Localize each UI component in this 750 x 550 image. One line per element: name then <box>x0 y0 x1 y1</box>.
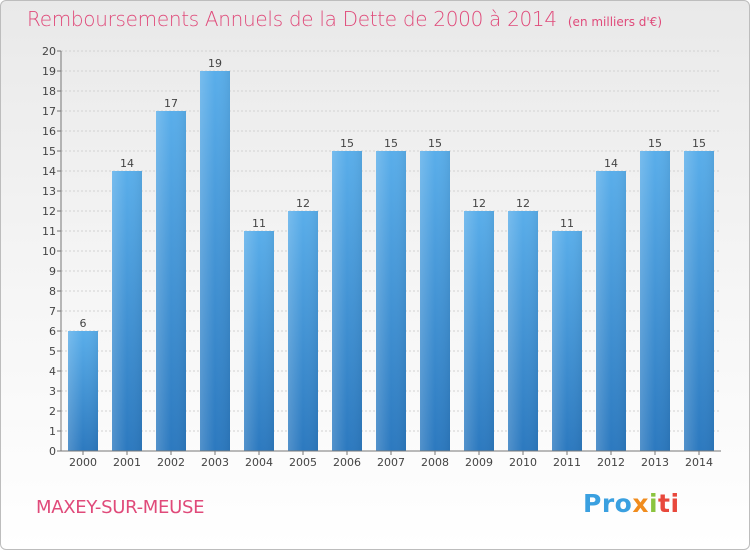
bar-gloss <box>464 211 494 451</box>
bar-gloss <box>596 171 626 451</box>
data-label: 12 <box>516 197 530 210</box>
x-tick-label: 2004 <box>245 456 273 469</box>
chart-unit-note: (en milliers d'€) <box>567 15 662 29</box>
y-tick-label: 8 <box>49 285 56 298</box>
x-tick-label: 2001 <box>113 456 141 469</box>
logo-part-4: ti <box>658 489 680 518</box>
commune-name: MAXEY-SUR-MEUSE <box>36 497 205 518</box>
data-label: 15 <box>692 137 706 150</box>
y-tick-label: 4 <box>49 365 56 378</box>
bar-gloss <box>508 211 538 451</box>
y-tick-label: 11 <box>42 225 56 238</box>
bar-gloss <box>68 331 98 451</box>
data-label: 14 <box>120 157 134 170</box>
y-tick-label: 2 <box>49 405 56 418</box>
x-tick-label: 2009 <box>465 456 493 469</box>
y-tick-label: 16 <box>42 125 56 138</box>
x-tick-label: 2005 <box>289 456 317 469</box>
x-tick-label: 2007 <box>377 456 405 469</box>
proxiti-logo[interactable]: Proxiti <box>583 489 680 518</box>
data-label: 14 <box>604 157 618 170</box>
y-tick-label: 20 <box>42 45 56 58</box>
y-tick-label: 17 <box>42 105 56 118</box>
x-tick-label: 2011 <box>553 456 581 469</box>
bar-gloss <box>200 71 230 451</box>
x-tick-label: 2006 <box>333 456 361 469</box>
x-tick-label: 2003 <box>201 456 229 469</box>
y-tick-label: 15 <box>42 145 56 158</box>
bar-gloss <box>376 151 406 451</box>
y-tick-label: 3 <box>49 385 56 398</box>
chart-title: Remboursements Annuels de la Dette de 20… <box>27 7 557 31</box>
data-label: 12 <box>472 197 486 210</box>
bar-gloss <box>640 151 670 451</box>
y-tick-label: 5 <box>49 345 56 358</box>
y-tick-label: 18 <box>42 85 56 98</box>
x-tick-label: 2014 <box>685 456 713 469</box>
data-label: 11 <box>252 217 266 230</box>
bar-gloss <box>684 151 714 451</box>
y-tick-label: 0 <box>49 445 56 458</box>
y-tick-label: 19 <box>42 65 56 78</box>
logo-part-3: i <box>648 489 659 518</box>
bar-gloss <box>332 151 362 451</box>
bar-gloss <box>552 231 582 451</box>
bar-gloss <box>288 211 318 451</box>
y-tick-label: 13 <box>42 185 56 198</box>
y-tick-label: 7 <box>49 305 56 318</box>
bar-gloss <box>420 151 450 451</box>
bar-gloss <box>244 231 274 451</box>
data-label: 12 <box>296 197 310 210</box>
y-tick-label: 12 <box>42 205 56 218</box>
y-tick-label: 14 <box>42 165 56 178</box>
x-tick-label: 2002 <box>157 456 185 469</box>
data-label: 15 <box>340 137 354 150</box>
x-tick-label: 2008 <box>421 456 449 469</box>
logo-part-2: x <box>632 489 649 518</box>
bar-gloss <box>112 171 142 451</box>
x-tick-label: 2013 <box>641 456 669 469</box>
bar-gloss <box>156 111 186 451</box>
data-label: 17 <box>164 97 178 110</box>
data-label: 6 <box>80 317 87 330</box>
y-tick-label: 6 <box>49 325 56 338</box>
title-row: Remboursements Annuels de la Dette de 20… <box>27 7 662 31</box>
data-label: 15 <box>428 137 442 150</box>
data-label: 15 <box>384 137 398 150</box>
data-label: 19 <box>208 57 222 70</box>
x-tick-label: 2000 <box>69 456 97 469</box>
data-label: 11 <box>560 217 574 230</box>
y-tick-label: 1 <box>49 425 56 438</box>
data-label: 15 <box>648 137 662 150</box>
y-tick-label: 9 <box>49 265 56 278</box>
x-tick-label: 2012 <box>597 456 625 469</box>
y-tick-label: 10 <box>42 245 56 258</box>
x-tick-label: 2010 <box>509 456 537 469</box>
logo-part-1: Pro <box>583 489 633 518</box>
